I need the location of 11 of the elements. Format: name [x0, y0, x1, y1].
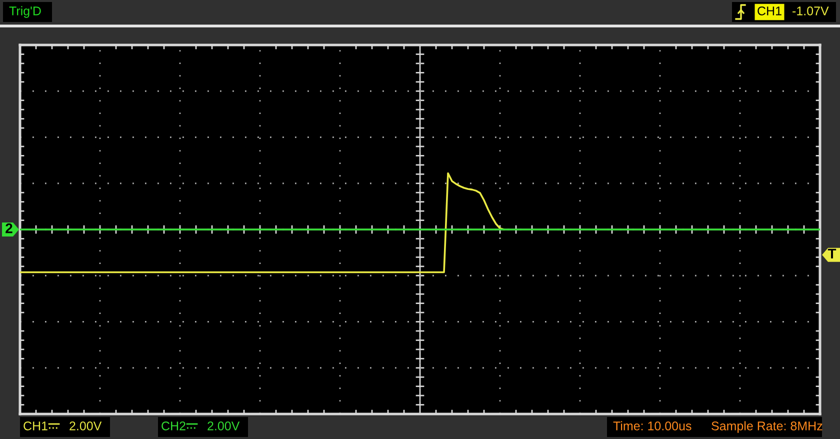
text: CH1: [758, 6, 782, 16]
text: Trig'D: [9, 6, 41, 18]
text: 2.00V: [70, 422, 102, 430]
text: Time: 10.00us: [613, 421, 692, 430]
annotation: 2: [6, 223, 12, 234]
text: Sample Rate: 8MHz: [712, 421, 822, 433]
legend-label: CH1: [24, 422, 48, 430]
text: -1.07V: [792, 6, 829, 16]
text: 2.00V: [208, 422, 240, 430]
annotation: T: [828, 248, 836, 258]
legend-label: CH2: [162, 422, 186, 430]
